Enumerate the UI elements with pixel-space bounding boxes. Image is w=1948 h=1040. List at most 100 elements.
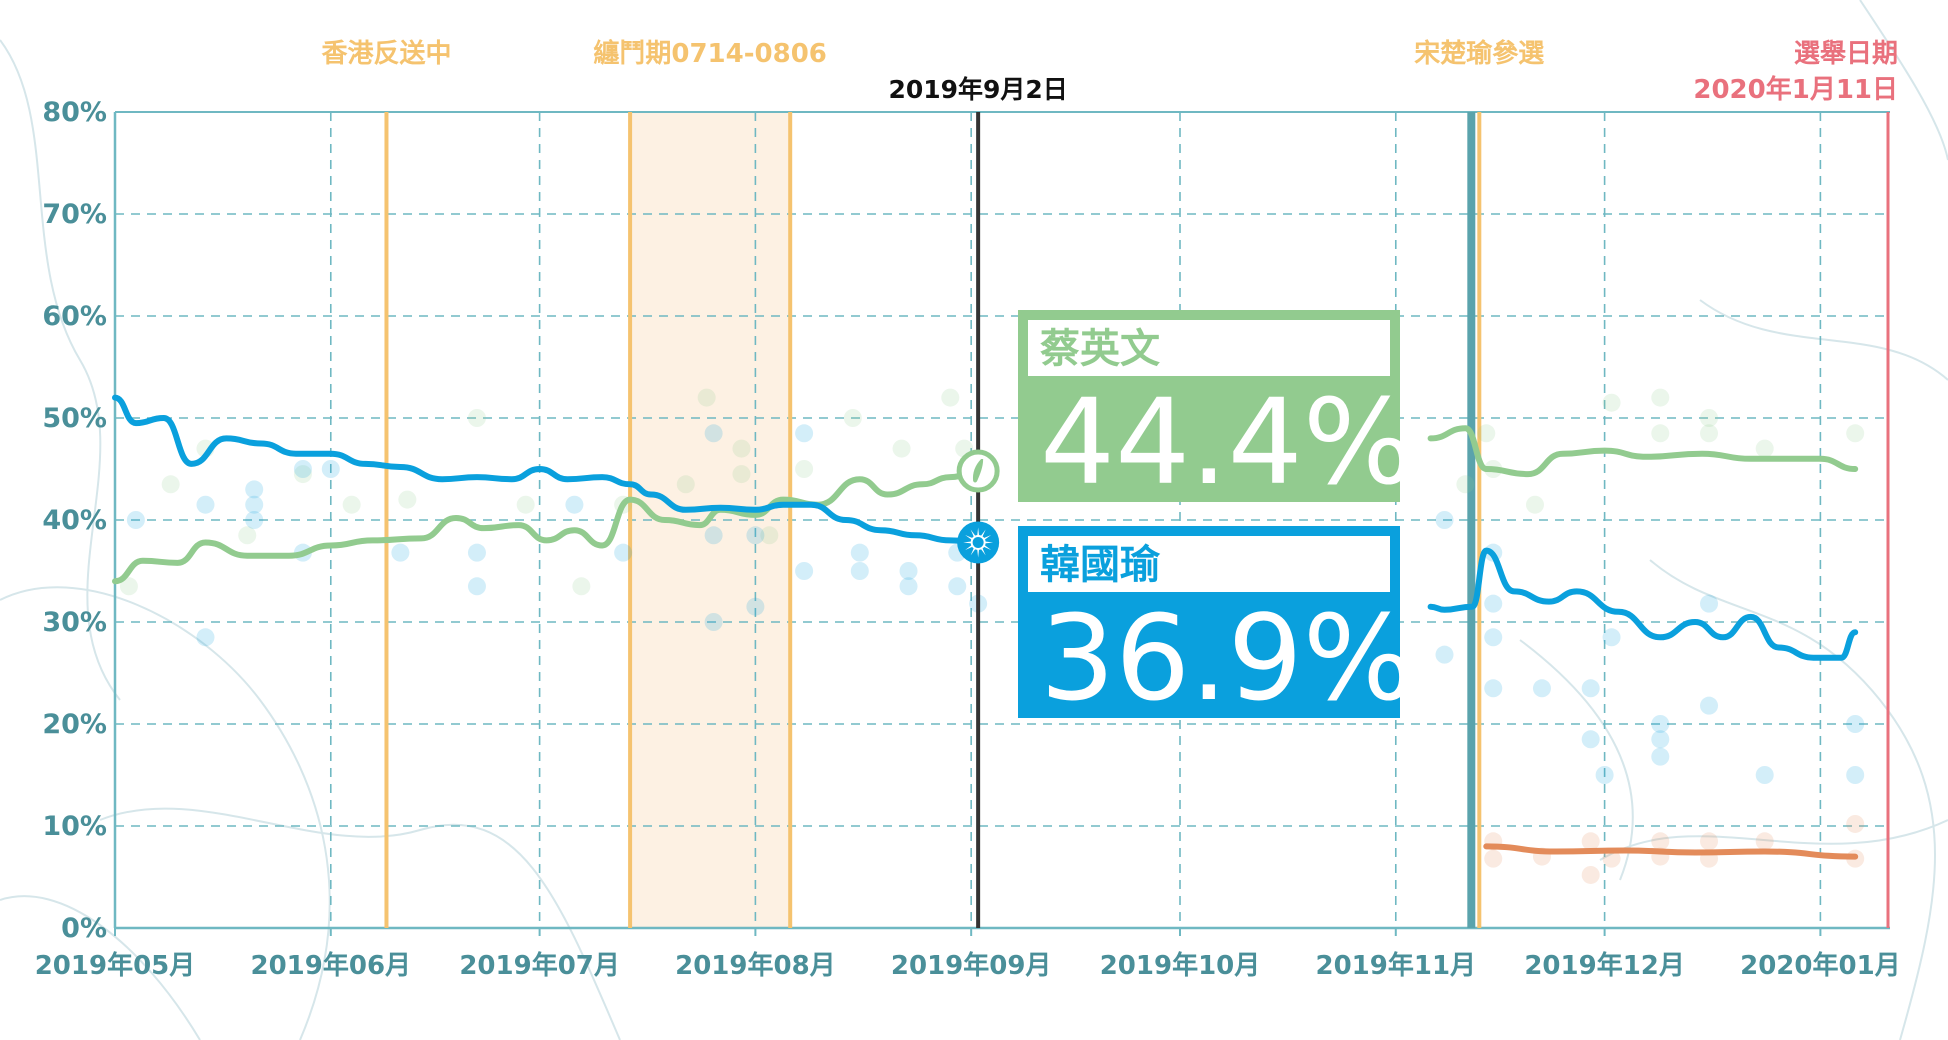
name-plate: [1028, 320, 1390, 376]
poll-point: [850, 543, 869, 562]
poll-point: [704, 424, 723, 443]
poll-point: [245, 511, 264, 529]
y-tick-label: 80%: [42, 97, 107, 128]
x-tick-label: 2019年09月: [891, 950, 1052, 981]
trend-line: [112, 394, 982, 546]
poll-point: [467, 577, 486, 596]
poll-point: [1846, 424, 1865, 443]
candidate-value: 36.9%: [1040, 589, 1415, 727]
poll-point: [196, 628, 215, 647]
poll-point: [704, 526, 723, 545]
poll-point: [1700, 409, 1719, 427]
poll-point: [391, 543, 410, 562]
y-tick-label: 30%: [42, 607, 107, 638]
current-date-label: 2019年9月2日: [888, 75, 1067, 104]
poll-point: [321, 460, 340, 478]
poll-point: [1755, 766, 1774, 784]
poll-point: [1651, 730, 1670, 749]
poll-point: [1477, 424, 1496, 443]
poll-point: [795, 460, 814, 478]
poll-point: [697, 388, 716, 407]
x-tick-label: 2019年06月: [251, 950, 412, 981]
poll-point: [245, 495, 264, 514]
y-tick-label: 60%: [42, 301, 107, 332]
poll-point: [760, 526, 779, 545]
y-tick-label: 20%: [42, 709, 107, 740]
poll-point: [293, 465, 312, 484]
x-tick-label: 2019年08月: [675, 950, 836, 981]
poll-point: [795, 424, 814, 443]
event-label: 香港反送中: [321, 39, 451, 69]
poll-point: [1602, 628, 1621, 647]
poll-point: [119, 577, 138, 596]
election-date-label: 2020年1月11日: [1693, 74, 1898, 105]
poll-point: [1484, 849, 1503, 868]
poll-point: [1846, 814, 1865, 833]
poll-point: [238, 526, 257, 545]
poll-point: [948, 577, 967, 596]
poll-point: [1532, 679, 1551, 698]
candidate-name: 韓國瑜: [1040, 542, 1161, 588]
x-tick-label: 2019年10月: [1100, 950, 1261, 981]
poll-point: [1435, 645, 1454, 664]
poll-point: [1581, 679, 1600, 698]
poll-point: [1651, 424, 1670, 443]
poll-point: [746, 597, 765, 616]
poll-point: [126, 511, 145, 529]
poll-point: [1602, 393, 1621, 412]
candidate-name: 蔡英文: [1040, 326, 1160, 372]
poll-point: [245, 480, 264, 499]
poll-point: [1846, 766, 1865, 784]
dpp-taiwan-icon: [956, 449, 1000, 493]
poll-point: [398, 490, 417, 509]
poll-point: [899, 577, 918, 596]
x-tick-label: 2019年12月: [1524, 950, 1685, 981]
poll-point: [1700, 696, 1719, 715]
y-tick-label: 10%: [42, 811, 107, 842]
poll-point: [732, 465, 751, 484]
poll-point: [1602, 849, 1621, 868]
poll-point: [1700, 424, 1719, 443]
poll-point: [1484, 679, 1503, 698]
poll-point: [516, 495, 535, 514]
y-tick-label: 50%: [42, 403, 107, 434]
poll-point: [899, 562, 918, 580]
poll-point: [941, 388, 960, 407]
poll-point: [1526, 495, 1544, 514]
poll-point: [1651, 715, 1670, 733]
poll-point: [1484, 628, 1503, 647]
poll-point: [467, 409, 486, 427]
poll-point: [614, 543, 633, 562]
poll-point: [1595, 766, 1614, 784]
candidate-value: 44.4%: [1040, 373, 1415, 511]
poll-point: [1651, 832, 1670, 851]
trend-line: [112, 468, 982, 585]
poll-point: [342, 495, 361, 514]
poll-point: [572, 577, 591, 596]
poll-point: [1456, 475, 1475, 494]
poll-point: [1700, 832, 1719, 851]
trend-line: [1427, 425, 1859, 478]
poll-point: [1651, 388, 1670, 407]
trend-line: [1483, 843, 1859, 860]
poll-point: [1581, 865, 1600, 884]
event-label: 纏鬥期0714-0806: [593, 38, 827, 69]
x-tick-label: 2019年05月: [35, 950, 196, 981]
poll-point: [732, 439, 751, 458]
poll-point: [565, 495, 584, 514]
election-label: 選舉日期: [1794, 39, 1898, 69]
y-tick-label: 40%: [42, 505, 107, 536]
poll-point: [843, 409, 862, 427]
y-tick-label: 70%: [42, 199, 107, 230]
poll-point: [161, 475, 180, 494]
y-tick-label: 0%: [61, 913, 107, 944]
poll-point: [1700, 594, 1719, 613]
poll-point: [850, 562, 869, 580]
poll-point: [1755, 832, 1774, 851]
poll-point: [1435, 511, 1454, 529]
x-tick-label: 2020年01月: [1740, 950, 1901, 981]
x-tick-label: 2019年11月: [1316, 950, 1477, 981]
